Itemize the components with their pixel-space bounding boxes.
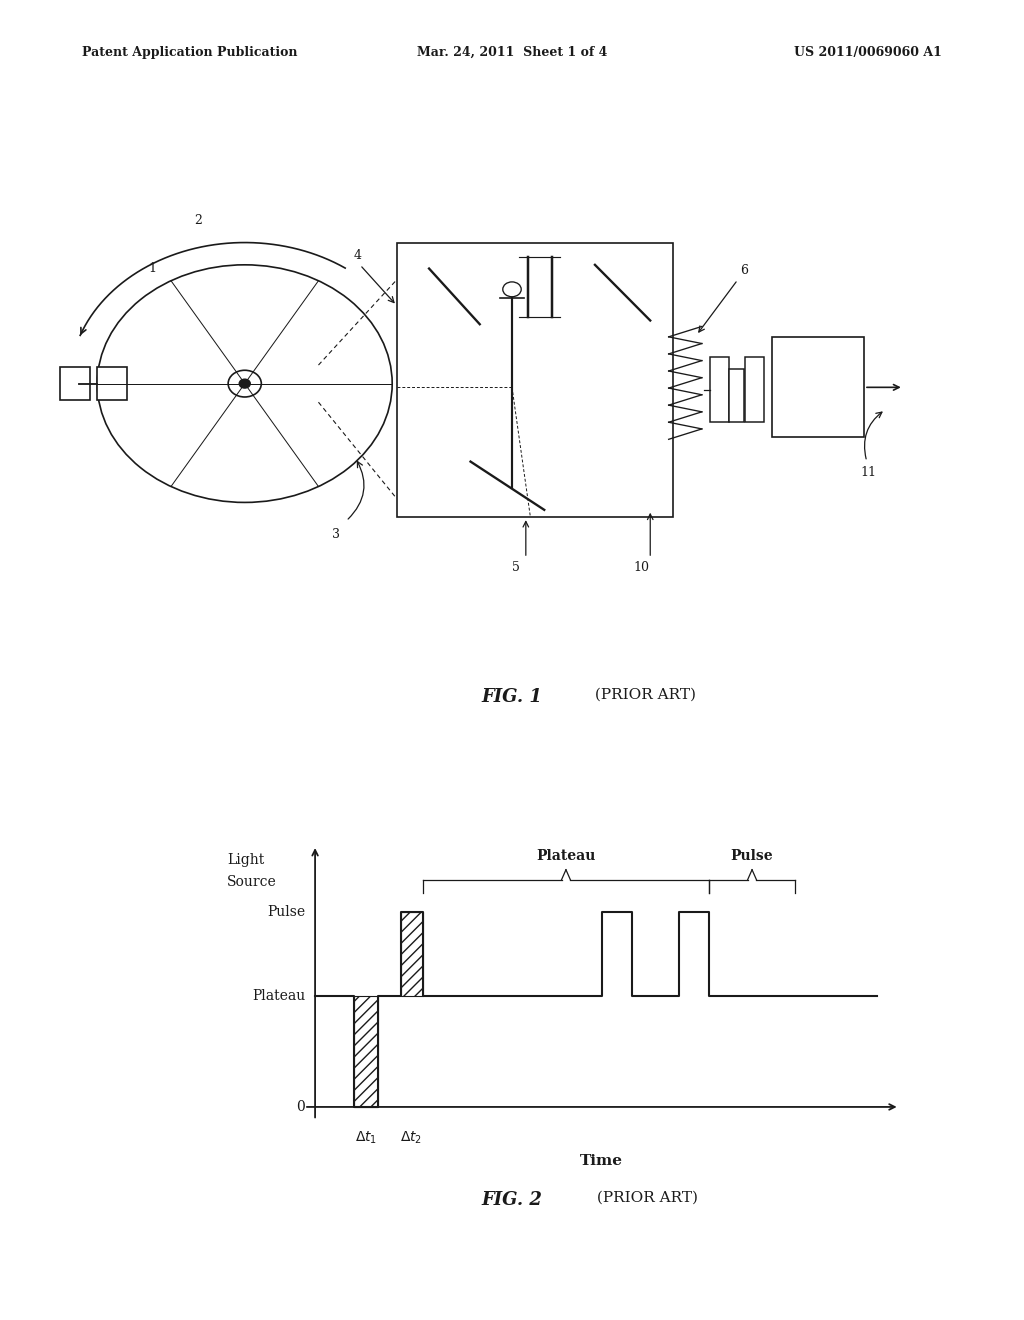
Bar bbox=[353, 995, 379, 1107]
Text: FIG. 2: FIG. 2 bbox=[481, 1191, 543, 1209]
Text: 5: 5 bbox=[512, 561, 520, 574]
Bar bbox=[97, 367, 127, 400]
Text: Mar. 24, 2011  Sheet 1 of 4: Mar. 24, 2011 Sheet 1 of 4 bbox=[417, 46, 607, 59]
Text: 1: 1 bbox=[148, 263, 156, 276]
Bar bbox=[400, 912, 423, 995]
Bar bbox=[711, 356, 729, 422]
Text: Plateau: Plateau bbox=[537, 849, 596, 863]
Circle shape bbox=[240, 379, 250, 388]
Text: (PRIOR ART): (PRIOR ART) bbox=[590, 688, 696, 702]
Bar bbox=[60, 367, 90, 400]
Text: Source: Source bbox=[227, 875, 276, 888]
Text: US 2011/0069060 A1: US 2011/0069060 A1 bbox=[795, 46, 942, 59]
Bar bbox=[729, 368, 744, 422]
Text: Light: Light bbox=[227, 853, 264, 867]
Bar bbox=[745, 356, 764, 422]
Text: $\Delta t_2$: $\Delta t_2$ bbox=[400, 1129, 423, 1146]
Bar bbox=[772, 337, 864, 437]
Text: (PRIOR ART): (PRIOR ART) bbox=[592, 1191, 698, 1205]
Text: 10: 10 bbox=[634, 561, 649, 574]
Text: Pulse: Pulse bbox=[731, 849, 773, 863]
Text: 4: 4 bbox=[353, 249, 361, 261]
Text: 2: 2 bbox=[195, 214, 202, 227]
Text: 3: 3 bbox=[332, 528, 340, 541]
Text: Patent Application Publication: Patent Application Publication bbox=[82, 46, 297, 59]
Text: 0: 0 bbox=[296, 1100, 305, 1114]
Text: 11: 11 bbox=[860, 466, 877, 479]
Text: Pulse: Pulse bbox=[267, 906, 305, 919]
Text: 6: 6 bbox=[739, 264, 748, 277]
Text: Plateau: Plateau bbox=[252, 989, 305, 1003]
Bar bbox=[397, 243, 674, 517]
Text: FIG. 1: FIG. 1 bbox=[481, 688, 543, 706]
Text: $\Delta t_1$: $\Delta t_1$ bbox=[355, 1129, 377, 1146]
Text: Time: Time bbox=[581, 1154, 624, 1168]
